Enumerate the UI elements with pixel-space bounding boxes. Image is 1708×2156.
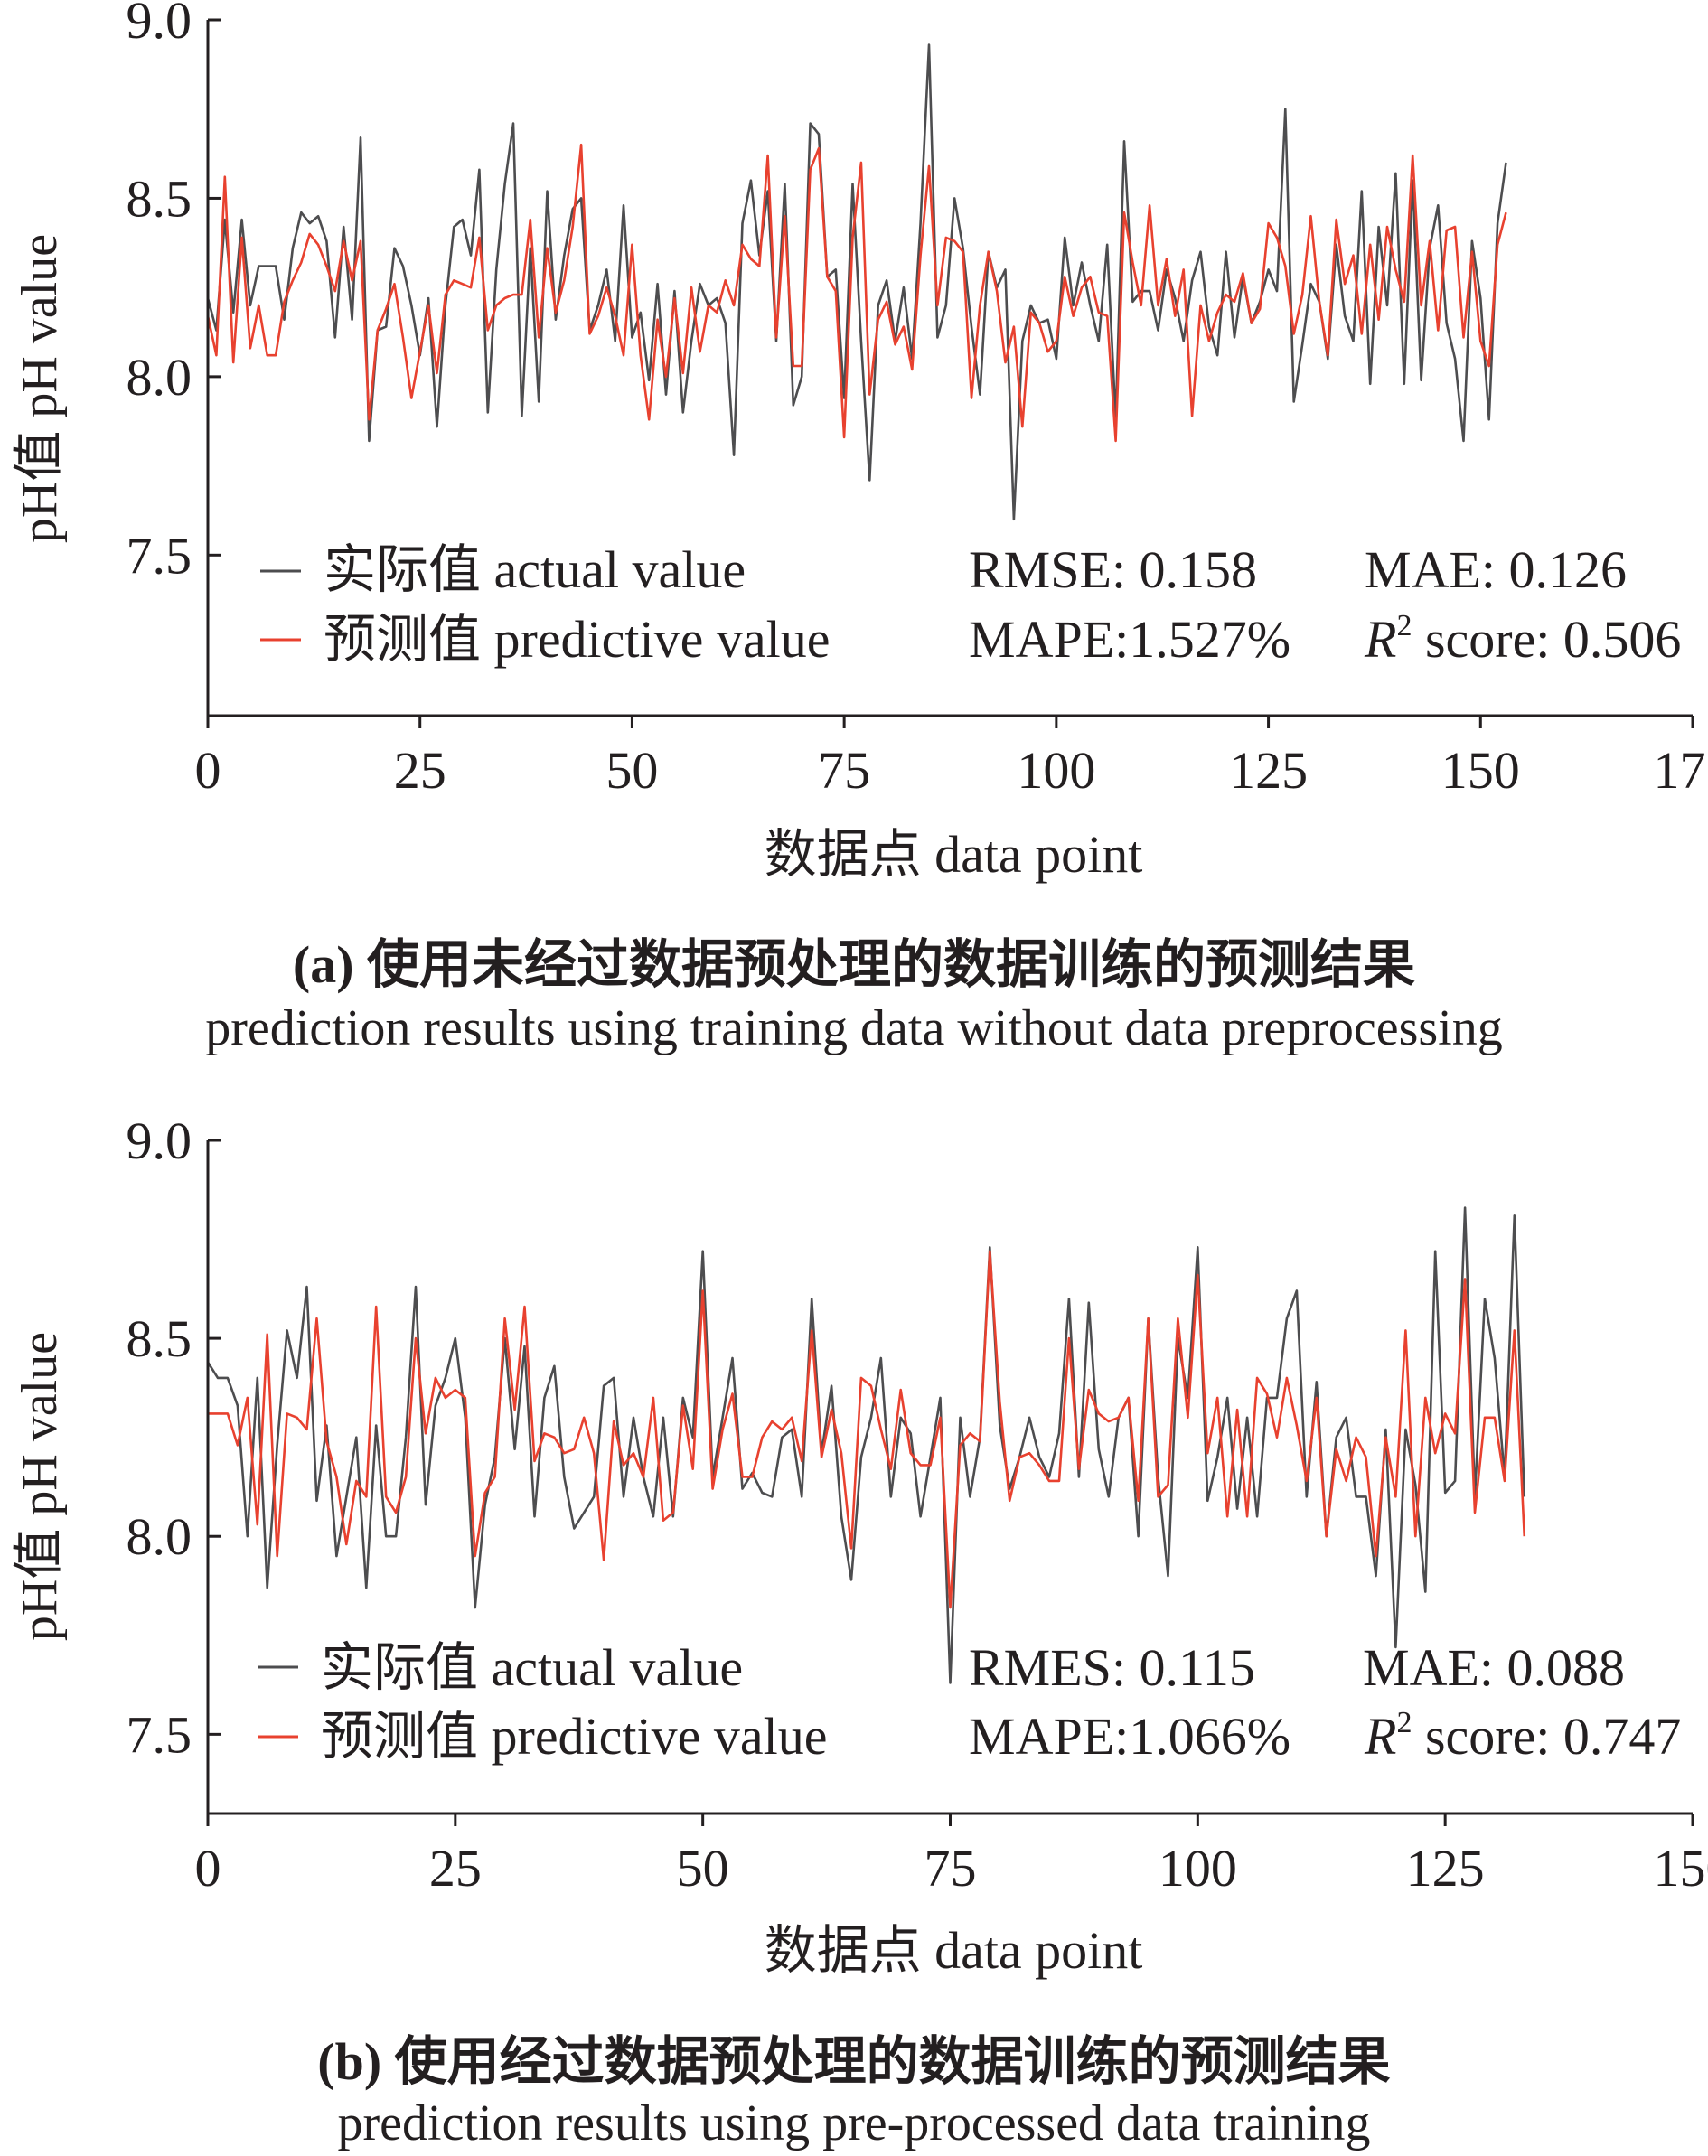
- y-tick-label: 8.0: [127, 348, 192, 407]
- x-axis-label: 数据点 data point: [765, 1921, 1143, 1980]
- y-tick-label: 9.0: [127, 1111, 192, 1170]
- y-tick-label: 9.0: [127, 0, 192, 50]
- x-tick-label: 75: [818, 741, 870, 800]
- x-axis-label: 数据点 data point: [765, 825, 1143, 884]
- legend-actual-label: 实际值 actual value: [321, 1638, 743, 1697]
- metric-rmse: RMSE: 0.158: [969, 540, 1257, 599]
- y-tick-label: 8.5: [127, 1309, 192, 1368]
- x-tick-label: 175: [1654, 741, 1708, 800]
- metric-r2-sup: 2: [1396, 1706, 1412, 1739]
- x-tick-label: 0: [195, 741, 221, 800]
- x-tick-label: 125: [1406, 1839, 1485, 1898]
- legend-predicted-label: 预测值 predictive value: [321, 1707, 828, 1766]
- series-predicted-line: [206, 143, 1507, 443]
- x-tick-label: 50: [605, 741, 658, 800]
- caption-b-en: prediction results using pre-processed d…: [337, 2095, 1371, 2151]
- metric-mae: MAE: 0.088: [1363, 1638, 1625, 1697]
- x-tick-label: 100: [1017, 741, 1095, 800]
- metric-r2-sup: 2: [1396, 609, 1412, 642]
- legend-predicted-label: 预测值 predictive value: [324, 610, 831, 669]
- x-tick-label: 25: [429, 1839, 482, 1898]
- y-axis-label: pH值 pH value: [12, 1332, 68, 1641]
- x-tick-label: 25: [394, 741, 446, 800]
- metric-r2-symbol: R: [1364, 1707, 1396, 1766]
- x-tick-label: 75: [924, 1839, 977, 1898]
- caption-a-zh: (a) 使用未经过数据预处理的数据训练的预测结果: [292, 935, 1416, 994]
- series-actual-line: [206, 1206, 1526, 1684]
- metric-r2: R2 score: 0.506: [1364, 609, 1681, 669]
- chart-b: 7.5 8.0 8.5 9.0 0 25 50 75 100 125 150 实际值 actual …: [12, 1111, 1708, 1980]
- x-tick-label: 150: [1441, 741, 1520, 800]
- metric-r2-value: score: 0.506: [1412, 610, 1681, 669]
- y-axis-label: pH值 pH value: [12, 234, 68, 543]
- x-tick-label: 150: [1654, 1839, 1708, 1898]
- caption-a-en: prediction results using training data w…: [205, 1000, 1503, 1056]
- x-tick-label: 0: [195, 1839, 221, 1898]
- series-actual-line: [206, 43, 1507, 521]
- legend-actual-label: 实际值 actual value: [324, 540, 746, 599]
- metric-r2-symbol: R: [1364, 610, 1396, 669]
- series-predicted-line: [208, 1250, 1526, 1609]
- metric-mae: MAE: 0.126: [1365, 540, 1627, 599]
- metric-r2-value: score: 0.747: [1412, 1707, 1681, 1766]
- x-tick-label: 50: [677, 1839, 729, 1898]
- caption-b-zh: (b) 使用经过数据预处理的数据训练的预测结果: [317, 2032, 1391, 2091]
- metric-r2: R2 score: 0.747: [1364, 1706, 1681, 1766]
- x-tick-label: 100: [1159, 1839, 1237, 1898]
- chart-a: 7.5 8.0 8.5 9.0 0 25 50 75 100 125 150 175 实际值 actu…: [12, 0, 1708, 884]
- metric-rmse: RMES: 0.115: [969, 1638, 1255, 1697]
- y-tick-label: 7.5: [127, 526, 192, 585]
- metric-mape: MAPE:1.066%: [969, 1707, 1290, 1766]
- x-tick-label: 125: [1229, 741, 1308, 800]
- metric-mape: MAPE:1.527%: [969, 610, 1290, 669]
- y-tick-label: 7.5: [127, 1705, 192, 1764]
- y-tick-label: 8.5: [127, 169, 192, 228]
- y-tick-label: 8.0: [127, 1507, 192, 1566]
